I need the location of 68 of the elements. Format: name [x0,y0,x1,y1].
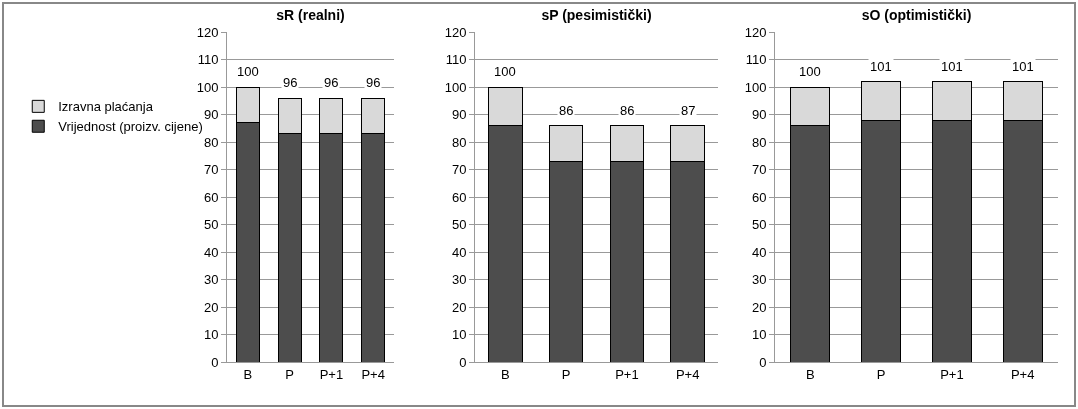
y-tick-label: 0 [459,354,467,370]
x-tick-label: B [243,366,253,382]
chart-title: sR (realni) [276,6,345,23]
y-tick-label: 30 [751,272,767,288]
x-tick-label: B [806,366,815,382]
y-tick-label: 30 [203,272,219,288]
y-tick-label: 110 [445,52,467,68]
x-tick-label: P+1 [319,366,344,382]
y-tick-label: 0 [759,354,767,370]
y-tick-label: 20 [751,299,767,315]
x-tick-label: P [285,366,294,382]
x-tick-label: P+1 [940,366,964,382]
y-tick-label: 50 [751,217,767,233]
y-tick-label: 110 [197,52,219,68]
y-tick-label: 100 [196,79,219,95]
y-tick-label: 0 [211,354,219,370]
y-tick-label: 40 [203,244,219,260]
y-tick-label: 80 [451,134,467,150]
y-tick-label: 120 [444,24,467,40]
y-tick-label: 60 [203,189,219,205]
y-tick-label: 70 [751,162,767,178]
y-tick-label: 10 [203,327,219,343]
y-tick-label: 30 [451,272,467,288]
x-tick-label: P [876,366,886,382]
x-tick-label: B [501,366,510,382]
y-tick-label: 90 [203,107,219,123]
y-tick-label: 50 [203,217,219,233]
total-label: 96 [366,75,381,90]
y-tick-label: 20 [451,299,467,315]
y-tick-label: 120 [744,24,767,40]
y-tick-label: 100 [744,79,767,95]
y-tick-label: 110 [745,52,767,68]
y-tick-label: 40 [751,244,767,260]
total-label: 101 [1012,59,1034,74]
total-label: 100 [494,64,516,79]
y-tick-label: 20 [203,299,219,315]
total-label: 96 [283,75,298,90]
y-tick-label: 10 [451,327,467,343]
x-tick-label: P+4 [675,366,700,382]
y-tick-label: 90 [751,107,767,123]
total-label: 86 [620,103,635,118]
y-tick-label: 70 [203,162,219,178]
y-tick-label: 40 [451,244,467,260]
x-tick-label: P+4 [361,366,385,382]
total-label: 87 [681,103,696,118]
y-tick-label: 60 [451,189,467,205]
total-label: 100 [799,64,821,79]
legend-label: Izravna plaćanja [58,99,154,115]
chart-title: sP (pesimistički) [541,6,652,23]
x-tick-label: P+1 [615,366,639,382]
x-tick-label: P+4 [1010,366,1035,382]
y-tick-label: 80 [203,134,219,150]
y-tick-label: 60 [751,189,767,205]
total-label: 101 [941,59,963,74]
total-label: 100 [237,64,259,79]
y-tick-label: 90 [451,107,467,123]
y-tick-label: 120 [196,24,219,40]
x-tick-label: P [561,366,571,382]
y-tick-label: 10 [751,327,767,343]
y-tick-label: 50 [451,217,467,233]
legend-label: Vrijednost (proizv. cijene) [58,119,203,135]
total-label: 86 [559,103,574,118]
y-tick-label: 100 [444,79,467,95]
total-label: 96 [324,75,339,90]
total-label: 101 [870,59,892,74]
y-tick-label: 80 [751,134,767,150]
y-tick-label: 70 [451,162,467,178]
chart-title: sO (optimistički) [861,6,972,23]
